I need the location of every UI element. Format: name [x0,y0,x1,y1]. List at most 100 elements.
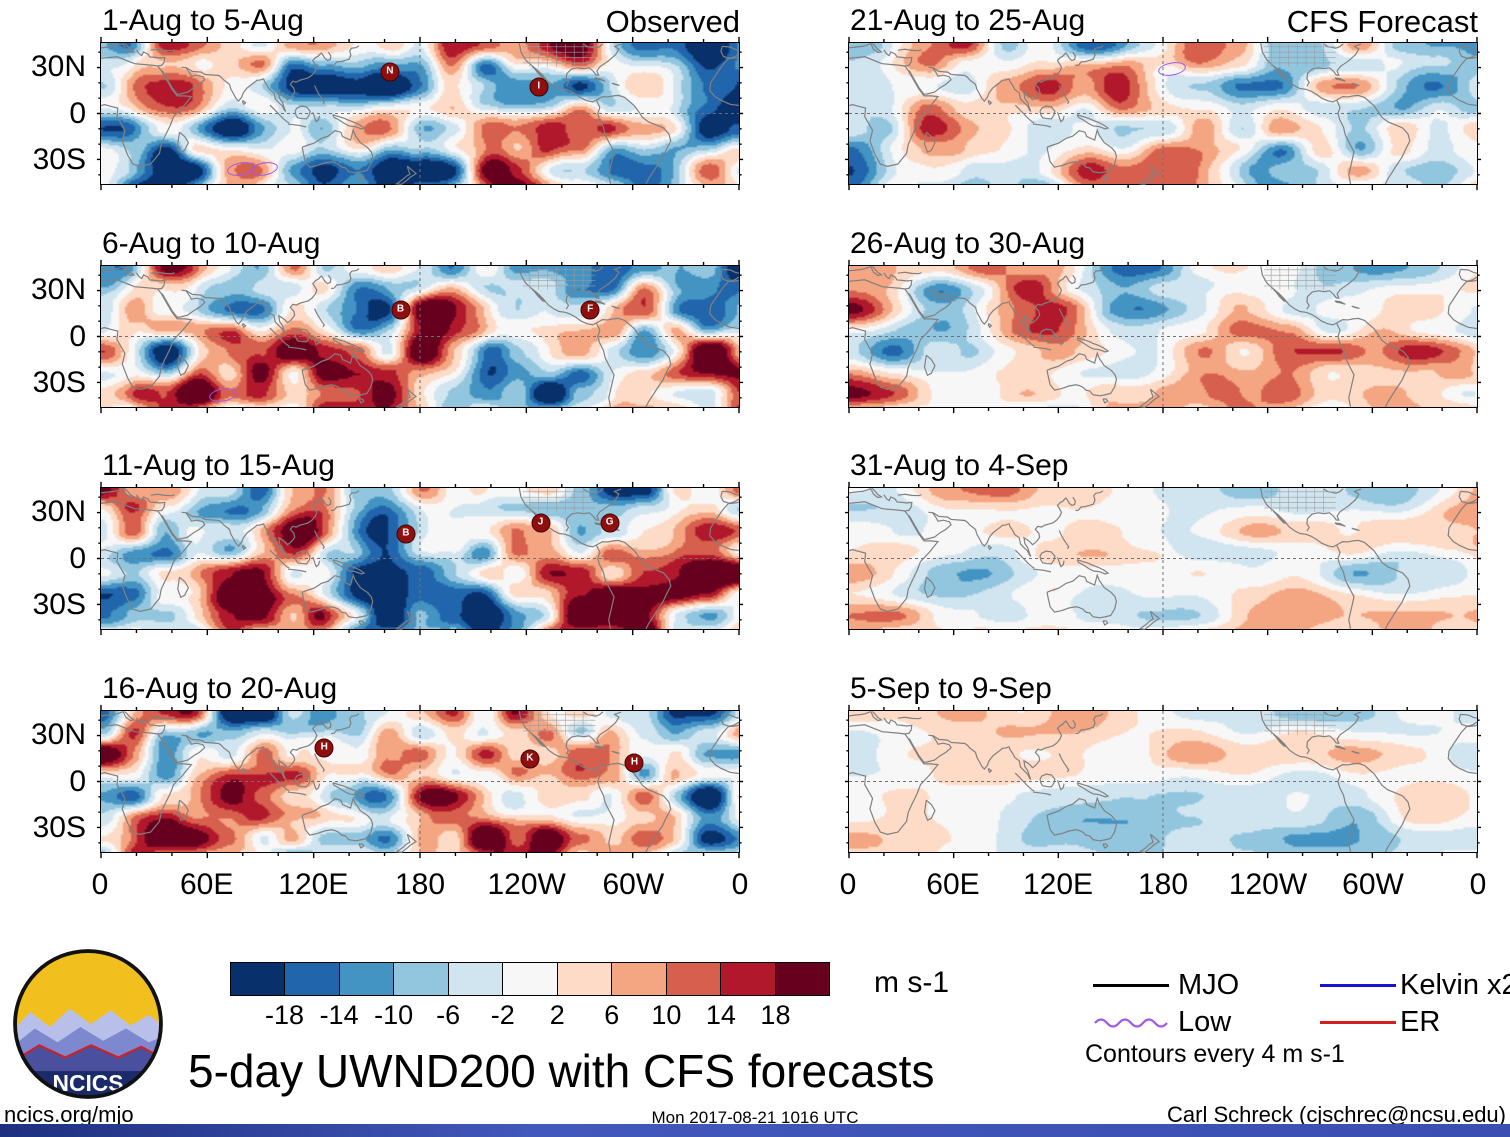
coastline [136,273,164,289]
coastline [884,495,912,511]
x-tick-label: 60W [1342,868,1404,901]
coastline [288,569,306,572]
coastline [1015,105,1034,123]
coastline [1140,611,1159,629]
x-tick-label: 0 [91,868,109,901]
colorbar-cell [666,963,722,995]
y-tick-label: 30N [30,49,86,83]
legend-line-er [1320,1021,1396,1024]
us-state-borders [523,489,596,512]
coastline [988,545,991,549]
y-tick-label: 30S [32,811,86,845]
coastline [596,768,614,852]
coastline [243,100,246,104]
coastline [1077,783,1108,797]
coastline [1261,488,1337,547]
coastline [313,780,320,789]
coastline [243,323,246,327]
coastline [1066,275,1075,283]
coastline [1075,46,1103,66]
coastline [1352,528,1360,530]
x-tick-label: 0 [731,868,749,901]
colorbar-cell [231,963,286,995]
coastline [849,280,938,390]
storm-marker: H [314,738,334,758]
coastline [710,57,739,105]
map-panel [848,265,1478,408]
coastline [331,269,359,289]
coastline [101,266,134,275]
coastline [596,763,670,852]
coastline [315,753,325,771]
y-tick-label: 30S [32,143,86,177]
coastline [302,130,373,173]
panel-title: 31-Aug to 4-Sep [850,449,1069,482]
coastline [566,44,621,86]
coastline [295,774,310,787]
coastline [1075,714,1103,734]
axis-ticks [845,37,1481,190]
coastline [849,488,881,497]
coastline [359,844,364,848]
coastline [849,57,938,167]
coastline [596,323,614,407]
storm-marker: I [529,77,549,97]
axis-ticks [97,260,743,413]
map-panel [848,487,1478,630]
y-tick-label: 30N [30,717,86,751]
coastline [1047,798,1116,841]
axis-ticks [97,705,743,858]
coastline [331,714,359,734]
coastline [1459,714,1477,726]
coastline [1307,267,1361,309]
coastline [295,329,310,342]
coastline [884,50,912,66]
coastline [583,44,603,48]
colorbar-cell [285,963,340,995]
coastline [849,711,881,720]
coastline [1059,308,1069,326]
column-header-forecast: CFS Forecast [1286,4,1478,39]
coastline [288,792,306,795]
coastline [595,746,606,749]
coastline [1103,844,1108,848]
colorbar-tick-label: 14 [705,1000,736,1030]
coastline [933,721,1066,780]
storm-marker: J [531,513,550,533]
coastline [315,85,325,103]
coastline [151,494,175,495]
coastline [988,323,991,327]
coastline [1066,720,1075,728]
coastline [566,712,621,754]
coastline [595,78,606,81]
legend-label: ER [1400,1006,1441,1038]
coastline [566,489,621,531]
coastline [333,115,364,129]
coastline [1273,66,1285,78]
coastline [1140,166,1159,184]
coastline [1323,44,1343,48]
coastline [1448,280,1477,328]
coastline [1335,301,1345,304]
coastline [313,557,320,566]
map-overlay [101,711,739,852]
colorbar-tick-label: -14 [319,1000,359,1030]
coastline [186,53,321,112]
coastline [1273,734,1285,746]
coastline [1323,712,1343,716]
y-tick-label: 30N [30,494,86,528]
legend-line-kelvin-x2 [1320,984,1396,987]
coastline [1459,269,1477,281]
x-tick-label: 60W [602,868,665,901]
coastline [1066,497,1075,505]
colorbar-cell [503,963,558,995]
coastline [583,267,603,271]
storm-marker: K [520,749,540,768]
coastline [612,83,620,85]
coastline [1273,289,1285,301]
colorbar-tick-label: 18 [760,1000,791,1030]
coastline [519,43,596,102]
axis-ticks [845,482,1481,635]
